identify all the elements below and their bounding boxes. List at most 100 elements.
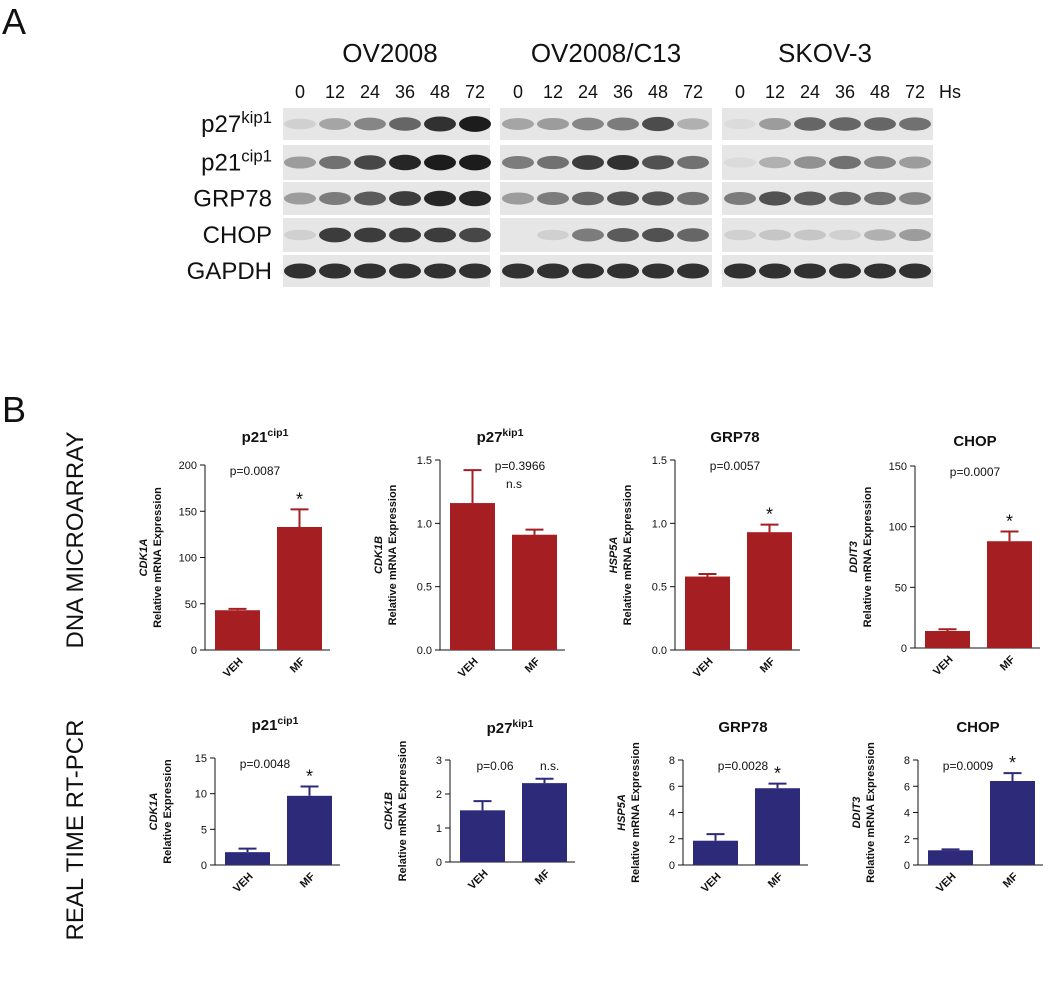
y-tick-label: 0	[191, 645, 197, 657]
blot-band	[677, 155, 709, 170]
y-tick-label: 150	[889, 461, 907, 473]
bar	[277, 526, 322, 650]
blot-band	[794, 156, 826, 169]
blot-band	[572, 191, 604, 206]
time-label: 36	[835, 82, 855, 102]
blot-band	[642, 263, 674, 279]
y-tick-label: 6	[669, 781, 675, 793]
blot-band	[724, 263, 756, 279]
y-tick-label: 1	[436, 823, 442, 835]
panel-label: B	[2, 389, 26, 430]
significance: n.s.	[540, 759, 559, 773]
blot-strip	[500, 255, 712, 287]
chart-title-base: p27	[487, 720, 513, 737]
blot-band	[794, 263, 826, 279]
blot-band	[459, 116, 491, 132]
blot-strip	[722, 108, 933, 140]
blot-band	[829, 191, 861, 206]
x-tick-label: MF	[758, 655, 778, 675]
blot-band	[537, 117, 569, 131]
bar	[522, 783, 567, 862]
x-tick-label: MF	[523, 655, 543, 675]
error-bar	[290, 508, 309, 527]
y-tick-label: 0	[201, 860, 207, 872]
y-tick-label: 50	[185, 599, 197, 611]
chart-title-superscript: kip1	[512, 718, 533, 730]
blot-band	[284, 263, 316, 279]
time-label: 0	[295, 82, 305, 102]
protein-label-superscript: cip1	[241, 146, 272, 165]
blot-band	[502, 156, 534, 169]
y-tick-label: 4	[904, 808, 910, 820]
y-tick-label: 150	[179, 506, 197, 518]
chart-title: CHOP	[953, 433, 996, 450]
blot-band	[572, 117, 604, 131]
chart-title: p27kip1	[477, 427, 524, 446]
error-bar	[941, 848, 960, 851]
blot-strip	[722, 145, 933, 180]
bar	[215, 610, 260, 650]
y-tick-label: 0	[669, 860, 675, 872]
blot-band	[354, 227, 386, 243]
chart-title: GRP78	[718, 719, 767, 736]
y-tick-label: 0	[901, 643, 907, 655]
p-value: p=0.0028	[718, 759, 769, 773]
chart-title: p21cip1	[242, 427, 289, 446]
time-label: 48	[648, 82, 668, 102]
error-bar	[760, 523, 779, 533]
p-value: p=0.0087	[230, 464, 281, 478]
y-axis-label: Relative mRNA Expression	[630, 742, 642, 883]
bar	[693, 840, 738, 865]
y-tick-label: 8	[669, 755, 675, 767]
blot-band	[864, 156, 896, 169]
blot-band	[319, 192, 351, 205]
blot-band	[642, 227, 674, 243]
protein-label: p27kip1	[201, 108, 272, 139]
chart-title-base: p21	[242, 429, 268, 446]
significance: *	[296, 489, 303, 509]
blot-band	[424, 227, 456, 243]
bar	[747, 532, 792, 650]
bar	[512, 534, 557, 650]
blot-band	[724, 157, 756, 168]
blot-band	[459, 263, 491, 279]
time-label: 0	[513, 82, 523, 102]
time-label: 24	[578, 82, 598, 102]
y-axis-label: Relative mRNA Expression	[862, 486, 874, 627]
time-unit: Hs	[939, 82, 961, 102]
blot-band	[899, 117, 931, 131]
chart-title-base: p27	[477, 429, 503, 446]
bar	[990, 781, 1035, 865]
error-bar	[228, 607, 247, 611]
chart-title-base: p21	[252, 717, 278, 734]
p-value: p=0.0007	[950, 465, 1001, 479]
blot-band	[642, 191, 674, 206]
time-label: 36	[613, 82, 633, 102]
y-axis-label-gene: CDK1B	[383, 792, 395, 830]
protein-label: GRP78	[193, 186, 272, 213]
blot-band	[642, 155, 674, 170]
y-tick-label: 0	[904, 860, 910, 872]
p-value: p=0.0048	[240, 757, 291, 771]
y-tick-label: 2	[669, 834, 675, 846]
y-tick-label: 10	[195, 789, 207, 801]
blot-strip	[500, 218, 712, 252]
blot-band	[459, 190, 491, 207]
protein-label-superscript: kip1	[241, 108, 272, 127]
blot-strip	[500, 145, 712, 180]
error-bar	[463, 469, 482, 504]
y-axis-label: Relative mRNA Expression	[865, 742, 877, 883]
blot-band	[607, 191, 639, 206]
chart-title-base: GRP78	[718, 719, 767, 736]
error-bar	[698, 573, 717, 577]
blot-band	[354, 155, 386, 170]
chart-title-base: CHOP	[953, 433, 996, 450]
time-label: 24	[800, 82, 820, 102]
blot-strip	[722, 218, 933, 252]
blot-strip	[722, 182, 933, 215]
chart-title-superscript: cip1	[277, 715, 298, 727]
time-label: 72	[905, 82, 925, 102]
protein-label: CHOP	[203, 222, 272, 249]
p-value: p=0.06	[476, 759, 513, 773]
panel-label: A	[2, 1, 26, 42]
